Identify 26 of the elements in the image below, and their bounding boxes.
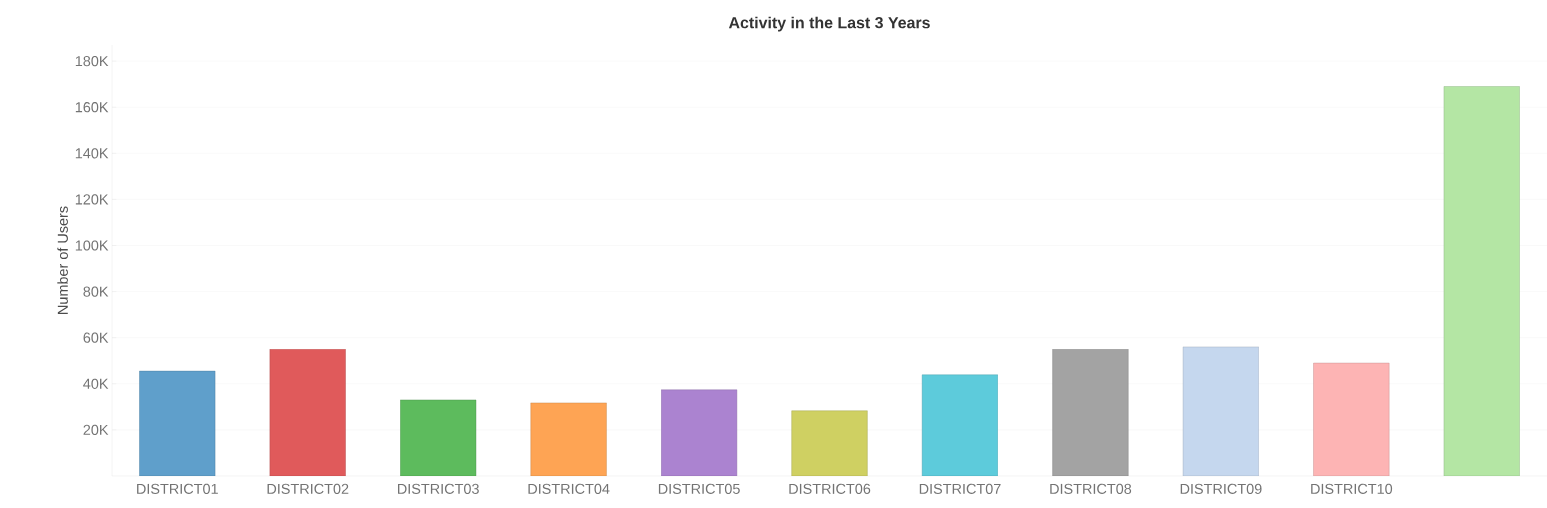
x-tick-label: DISTRICT01 [137, 483, 218, 494]
bar [1443, 86, 1520, 476]
bar [791, 410, 868, 476]
bar [269, 349, 346, 476]
x-tick-label: DISTRICT05 [658, 483, 740, 494]
y-tick-label: 160K [75, 102, 109, 113]
x-tick-label: DISTRICT04 [528, 483, 610, 494]
x-tick-label: DISTRICT09 [1180, 483, 1262, 494]
x-tick-label: DISTRICT06 [789, 483, 871, 494]
y-axis-title: Number of Users [57, 206, 68, 314]
chart-title: Activity in the Last 3 Years [728, 16, 930, 32]
y-tick-label: 60K [83, 332, 109, 343]
y-tick-label: 140K [75, 148, 109, 159]
y-tick-label: 80K [83, 286, 109, 297]
x-tick-label: DISTRICT02 [267, 483, 349, 494]
bar [1052, 349, 1129, 476]
x-tick-label: DISTRICT10 [1311, 483, 1393, 494]
y-tick-label: 20K [83, 424, 109, 435]
bar [530, 402, 607, 476]
y-tick-label: 40K [83, 378, 109, 389]
x-tick-label: DISTRICT03 [398, 483, 479, 494]
x-tick-label: DISTRICT08 [1050, 483, 1132, 494]
y-tick-label: 120K [75, 194, 109, 205]
x-tick-label: DISTRICT07 [919, 483, 1001, 494]
y-tick-label: 180K [75, 56, 109, 67]
y-tick-label: 100K [75, 240, 109, 251]
